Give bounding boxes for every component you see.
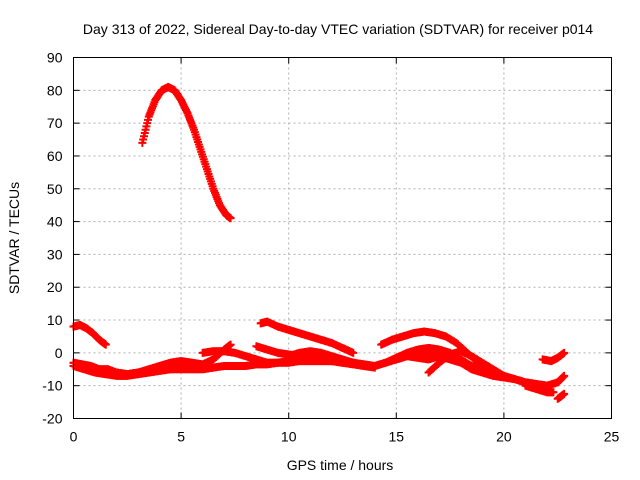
- series-layer: [69, 83, 569, 403]
- data-series-arc-morning: [69, 320, 110, 349]
- data-series-arc-late-c: [424, 347, 551, 390]
- y-tick-label: 70: [47, 115, 63, 131]
- y-tick-label: 40: [47, 214, 63, 230]
- plot-frame: [73, 57, 612, 419]
- data-point: [560, 389, 569, 398]
- x-tick-label: 0: [70, 429, 78, 445]
- x-tick-label: 20: [496, 429, 512, 445]
- y-tick-label: 10: [47, 312, 63, 328]
- data-series-arc-night-end-b: [553, 389, 569, 403]
- data-point: [349, 348, 358, 357]
- y-tick-label: -10: [42, 378, 62, 394]
- chart-title: Day 313 of 2022, Sidereal Day-to-day VTE…: [83, 21, 593, 37]
- data-series-arc-dawn: [112, 340, 235, 379]
- data-series-arc-night-end-c: [538, 348, 569, 366]
- x-tick-label: 15: [389, 429, 405, 445]
- y-tick-label: 90: [47, 50, 63, 66]
- y-tick-label: 0: [55, 345, 63, 361]
- x-tick-label: 25: [604, 429, 620, 445]
- y-tick-label: 20: [47, 279, 63, 295]
- y-axis-label: SDTVAR / TECUs: [6, 182, 22, 294]
- x-tick-label: 10: [281, 429, 297, 445]
- data-point: [101, 340, 110, 349]
- x-tick-label: 5: [177, 429, 185, 445]
- x-axis-label: GPS time / hours: [287, 457, 394, 473]
- y-tick-label: 80: [47, 82, 63, 98]
- data-point: [549, 388, 558, 397]
- data-point: [560, 348, 569, 357]
- data-series-arc-afternoon: [256, 317, 358, 357]
- y-tick-label: 30: [47, 246, 63, 262]
- data-point: [226, 214, 235, 223]
- data-point: [226, 340, 235, 349]
- ticks: 0 5 10 15 20 25 -20 -10 0 10 20 30 40 50 60 70 80 90: [42, 50, 619, 445]
- y-tick-label: -20: [42, 411, 62, 427]
- data-series-arc-high: [138, 83, 235, 223]
- y-tick-label: 50: [47, 181, 63, 197]
- y-tick-label: 60: [47, 148, 63, 164]
- data-series-arc-night-end-a: [521, 381, 558, 397]
- data-point: [560, 371, 569, 380]
